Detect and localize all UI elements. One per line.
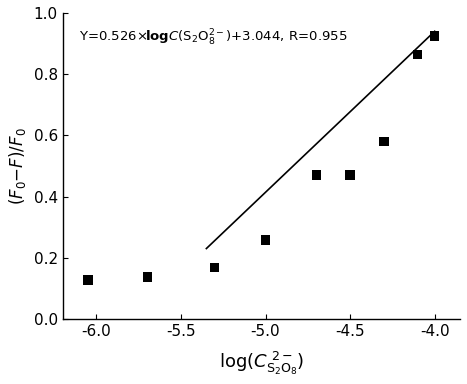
Text: Y=0.526$\times\!\mathbf{log}\mathit{C}$(S$_2$O$_8^{2-}$)+3.044, R=0.955: Y=0.526$\times\!\mathbf{log}\mathit{C}$(… — [78, 28, 347, 48]
Point — [312, 172, 320, 178]
Point — [431, 33, 439, 39]
X-axis label: $\log(C_{\rm S_2O_8}^{\ 2-})$: $\log(C_{\rm S_2O_8}^{\ 2-})$ — [219, 350, 304, 377]
Point — [380, 138, 388, 144]
Point — [143, 274, 151, 280]
Point — [211, 265, 219, 271]
Point — [414, 51, 422, 57]
Y-axis label: $(F_0$$-$$F)/F_0$: $(F_0$$-$$F)/F_0$ — [7, 127, 28, 205]
Point — [84, 277, 92, 283]
Point — [262, 237, 269, 243]
Point — [347, 172, 354, 178]
